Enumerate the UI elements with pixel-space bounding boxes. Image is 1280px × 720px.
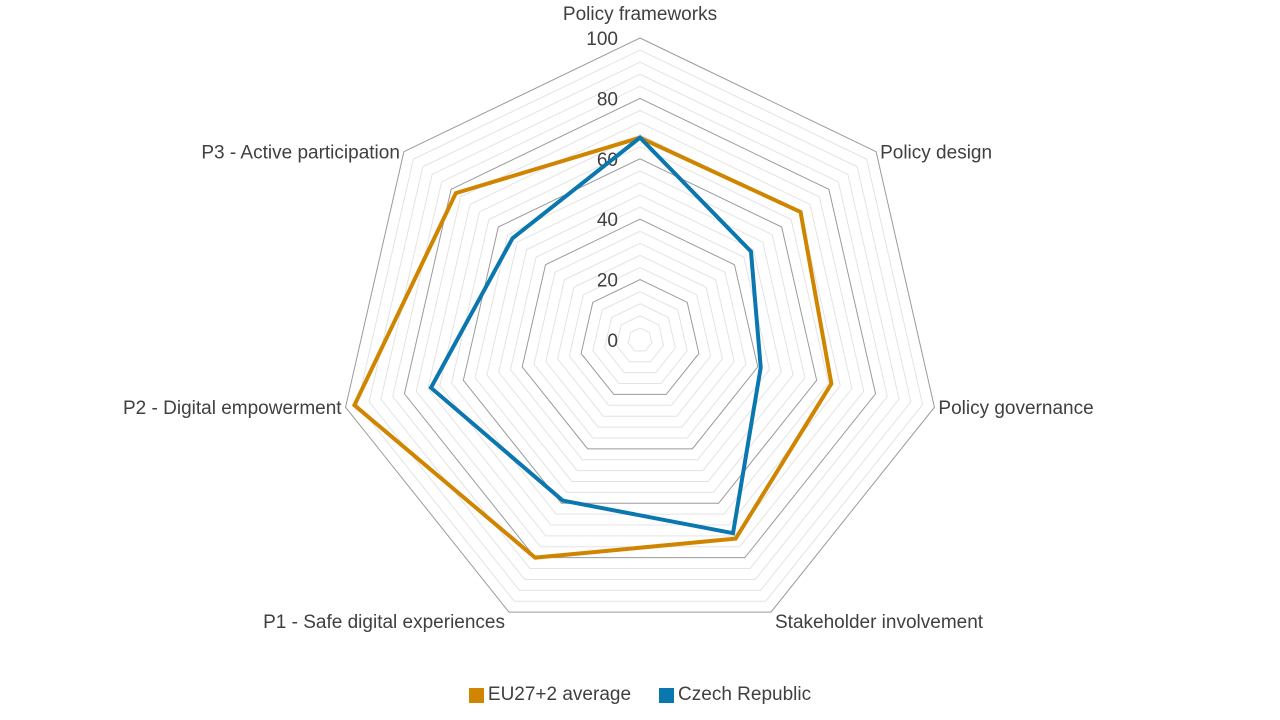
minor-gridline <box>615 315 665 363</box>
axis-label: P2 - Digital empowerment <box>123 398 342 419</box>
minor-gridline <box>486 182 794 482</box>
minor-gridline <box>427 122 853 537</box>
minor-gridline <box>533 230 747 439</box>
minor-gridline <box>545 242 735 428</box>
major-gridline <box>462 158 818 504</box>
legend-swatch-czech-republic <box>659 687 675 703</box>
major-gridline <box>345 37 935 613</box>
minor-gridline <box>604 303 676 374</box>
legend-item-eu-average: EU27+2 average <box>468 684 632 706</box>
minor-gridline <box>392 85 888 570</box>
minor-gridline <box>568 266 712 406</box>
axis-label: Stakeholder involvement <box>775 612 984 633</box>
tick-label: 80 <box>597 89 618 110</box>
axis-label: Policy frameworks <box>563 4 717 25</box>
minor-gridline <box>380 73 900 580</box>
legend-swatch-eu-average <box>468 687 484 703</box>
minor-gridline <box>627 327 653 352</box>
minor-gridline <box>356 49 924 602</box>
minor-gridline <box>498 194 782 472</box>
legend-label-eu-average: EU27+2 average <box>487 684 632 705</box>
series-line-czech-republic <box>428 134 763 536</box>
tick-label: 0 <box>607 331 618 352</box>
legend-item-czech-republic: Czech Republic <box>659 684 811 706</box>
axis-labels: Policy frameworks Policy design Policy gov… <box>123 4 1094 633</box>
axis-label: P1 - Safe digital experiences <box>263 612 505 633</box>
legend-label-czech-republic: Czech Republic <box>678 684 812 705</box>
legend: EU27+2 average Czech Republic <box>0 684 1280 706</box>
tick-label: 20 <box>597 271 618 292</box>
minor-gridline <box>509 206 771 461</box>
major-gridline <box>580 279 700 395</box>
tick-label: 100 <box>586 29 618 50</box>
major-gridline <box>521 218 759 450</box>
minor-gridline <box>557 254 723 417</box>
minor-gridline <box>592 291 688 385</box>
tick-label: 40 <box>597 210 618 231</box>
series-lines <box>351 134 834 560</box>
minor-gridline <box>368 61 912 591</box>
axis-label: P3 - Active participation <box>201 143 400 164</box>
axis-label: Policy design <box>880 143 992 164</box>
radar-grid <box>345 37 935 613</box>
series-line-eu-average <box>351 135 834 560</box>
axis-label: Policy governance <box>938 398 1093 419</box>
